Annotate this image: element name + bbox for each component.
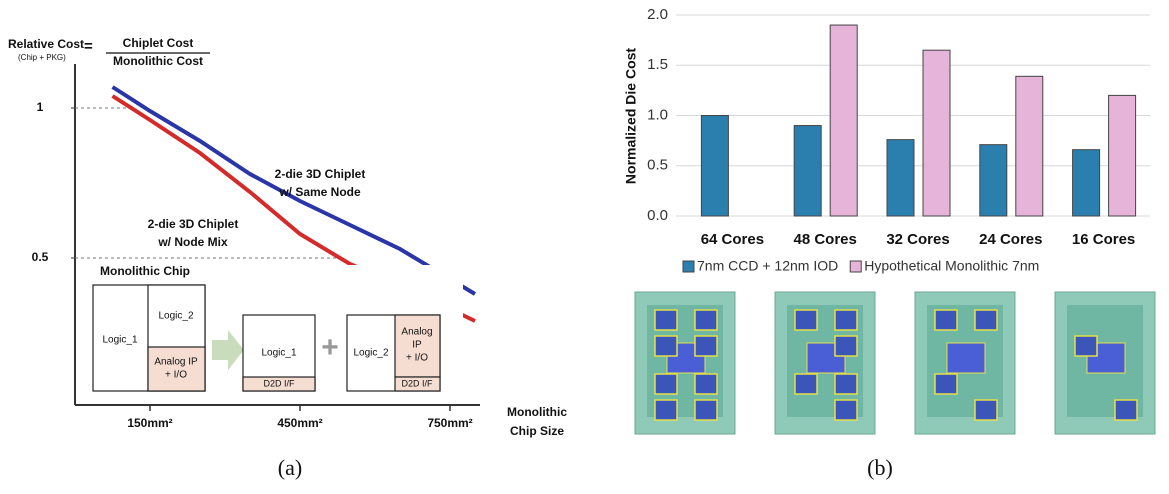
legend-swatch — [850, 261, 861, 272]
ccd-die — [695, 374, 717, 394]
chip-photos — [635, 292, 1155, 434]
x-axis-label: Monolithic — [507, 405, 567, 419]
formula-denominator: Monolithic Cost — [113, 54, 203, 68]
ccd-die — [835, 336, 857, 356]
ccd-die — [655, 374, 677, 394]
curve-annotation: 2-die 3D Chiplet — [275, 167, 366, 181]
inset-title: Monolithic Chip — [100, 264, 190, 278]
y-tick-label: 1.0 — [647, 106, 668, 123]
x-tick-label: 150mm² — [127, 416, 172, 430]
ccd-die — [935, 310, 957, 330]
x-tick-label: 24 Cores — [979, 231, 1042, 248]
ccd-die — [975, 400, 997, 420]
io-die — [947, 343, 985, 373]
legend-label: 7nm CCD + 12nm IOD — [697, 258, 838, 274]
die-label: Logic_2 — [353, 348, 388, 359]
die-label: D2D I/F — [401, 378, 433, 388]
x-tick-label: 750mm² — [427, 416, 472, 430]
ccd-die — [835, 400, 857, 420]
die-label: Analog IP — [154, 357, 198, 368]
plus-sign: + — [321, 331, 339, 364]
y-tick-label: 0.5 — [647, 157, 668, 174]
bar — [1073, 150, 1100, 216]
die-label: Logic_1 — [102, 335, 137, 346]
die-label: + I/O — [406, 353, 428, 364]
y-axis-label: Normalized Die Cost — [623, 48, 639, 184]
figure: Relative Cost (Chip + PKG) = Chiplet Cost Mo… — [0, 0, 1169, 494]
ccd-die — [835, 310, 857, 330]
y-tick-label: 1.5 — [647, 56, 668, 73]
die-label: D2D I/F — [263, 378, 295, 388]
bar — [1016, 76, 1043, 216]
bar — [794, 126, 821, 216]
ccd-die — [835, 374, 857, 394]
formula-numerator: Chiplet Cost — [123, 36, 194, 50]
bar — [887, 140, 914, 216]
curve-annotation: 2-die 3D Chiplet — [148, 217, 239, 231]
y-axis-note: (Chip + PKG) — [18, 53, 66, 62]
curve-annotation: w/ Node Mix — [157, 235, 228, 249]
x-tick-label: 32 Cores — [886, 231, 949, 248]
ccd-die — [655, 310, 677, 330]
bar — [1109, 95, 1136, 216]
x-axis-label: Chip Size — [510, 424, 564, 438]
ccd-die — [1115, 400, 1137, 420]
caption: (b) — [867, 455, 893, 480]
ccd-die — [695, 336, 717, 356]
x-tick-label: 64 Cores — [701, 231, 764, 248]
bar — [701, 116, 728, 217]
ccd-die — [655, 336, 677, 356]
bar — [980, 145, 1007, 216]
ccd-die — [1075, 336, 1097, 356]
ccd-die — [695, 310, 717, 330]
ccd-die — [655, 400, 677, 420]
ccd-die — [975, 310, 997, 330]
bar — [923, 50, 950, 216]
y-axis-title: Relative Cost — [8, 37, 84, 51]
die-label: Logic_1 — [261, 348, 296, 359]
y-tick-label: 2.0 — [647, 6, 668, 23]
y-tick-label: 0.0 — [647, 207, 668, 224]
ccd-die — [795, 310, 817, 330]
die-label: Logic_2 — [158, 311, 193, 322]
x-tick-label: 48 Cores — [794, 231, 857, 248]
die-label: Analog — [401, 327, 432, 338]
legend-label: Hypothetical Monolithic 7nm — [864, 258, 1039, 274]
y-tick-label: 0.5 — [32, 250, 49, 264]
ccd-die — [795, 374, 817, 394]
ccd-die — [695, 400, 717, 420]
ccd-die — [935, 374, 957, 394]
die-label: + I/O — [165, 370, 187, 381]
legend-swatch — [683, 261, 694, 272]
die-label: IP — [412, 340, 422, 351]
equals-sign: = — [84, 38, 93, 55]
bar — [830, 25, 857, 216]
x-tick-label: 450mm² — [277, 416, 322, 430]
y-tick-label: 1 — [37, 100, 44, 114]
curve-annotation: w/ Same Node — [278, 185, 361, 199]
x-tick-label: 16 Cores — [1072, 231, 1135, 248]
caption: (a) — [278, 455, 302, 480]
